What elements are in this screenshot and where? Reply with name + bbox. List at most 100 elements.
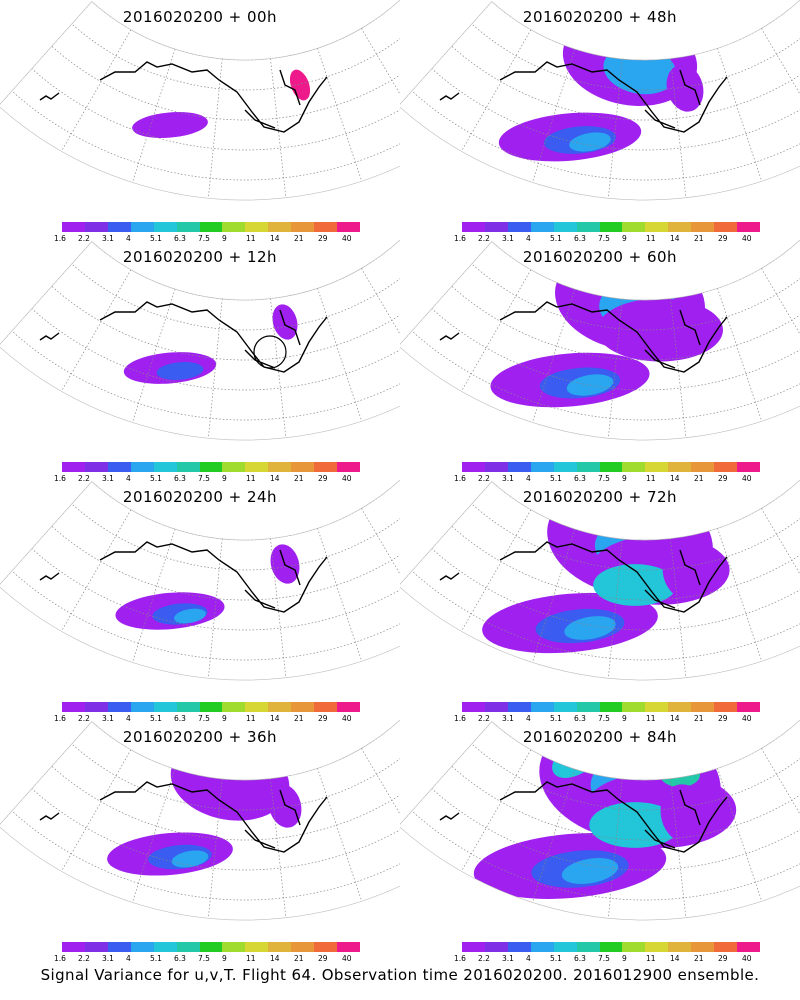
- map-boundary: [0, 240, 400, 441]
- colorbar-swatch: [314, 942, 338, 952]
- colorbar-labels: 1.6 2.2 3.1 4 5.1 6.3 7.5 9 11 14 21 29 40: [54, 234, 366, 244]
- colorbar-swatch: [622, 462, 646, 472]
- highlight-circle: [253, 335, 287, 369]
- colorbar-swatch: [530, 702, 554, 712]
- colorbar-tick-label: 29: [718, 714, 728, 723]
- colorbar-swatch: [462, 942, 485, 952]
- colorbar-tick-label: 7.5: [198, 714, 210, 723]
- polar-map: [400, 720, 800, 921]
- colorbar-tick-label: 9: [622, 234, 627, 243]
- colorbar-tick-label: 7.5: [598, 714, 610, 723]
- polar-map: [0, 480, 400, 681]
- colorbar-tick-label: 6.3: [574, 954, 586, 963]
- colorbar-tick-label: 5.1: [550, 954, 562, 963]
- colorbar-swatch: [599, 222, 623, 232]
- variance-blob: [156, 362, 204, 380]
- colorbar-swatch: [530, 222, 554, 232]
- colorbar-swatch: [153, 702, 177, 712]
- colorbar-tick-label: 14: [270, 714, 280, 723]
- colorbar-swatch: [84, 702, 108, 712]
- colorbar-swatch: [199, 462, 223, 472]
- colorbar-swatch: [668, 222, 692, 232]
- colorbar-swatch: [245, 942, 269, 952]
- colorbar-tick-label: 21: [294, 714, 304, 723]
- colorbar-tick-label: 11: [646, 474, 656, 483]
- colorbar-swatch: [714, 942, 738, 952]
- colorbar-swatch: [130, 942, 154, 952]
- colorbar-tick-label: 40: [742, 474, 752, 483]
- colorbar-tick-label: 40: [342, 234, 352, 243]
- colorbar-tick-label: 2.2: [478, 234, 490, 243]
- colorbar-tick-label: 2.2: [478, 714, 490, 723]
- colorbar-tick-label: 4: [526, 474, 531, 483]
- variance-blob: [660, 784, 710, 844]
- colorbar-tick-label: 9: [622, 474, 627, 483]
- map-panel: 2016020200 + 00h 1.6 2.2 3.1 4 5.1 6.3 7.5 9 11 14…: [0, 0, 400, 243]
- colorbar-tick-label: 4: [526, 234, 531, 243]
- colorbar-tick-label: 29: [318, 954, 328, 963]
- colorbar-swatch: [176, 942, 200, 952]
- colorbar-labels: 1.6 2.2 3.1 4 5.1 6.3 7.5 9 11 14 21 29 40: [454, 474, 766, 484]
- colorbar-swatch: [576, 942, 600, 952]
- map-panel: 2016020200 + 36h 1.6 2.2 3.1 4 5.1 6.3 7.5 9 11 14…: [0, 720, 400, 963]
- variance-blob: [662, 544, 708, 600]
- map-boundary: [400, 720, 800, 921]
- colorbar-tick-label: 21: [694, 954, 704, 963]
- colorbar-tick-label: 6.3: [174, 954, 186, 963]
- panel-title: 2016020200 + 48h: [522, 8, 678, 26]
- colorbar-tick-label: 1.6: [54, 714, 66, 723]
- colorbar-tick-label: 5.1: [150, 954, 162, 963]
- colorbar-tick-label: 4: [126, 234, 131, 243]
- colorbar-labels: 1.6 2.2 3.1 4 5.1 6.3 7.5 9 11 14 21 29 40: [54, 474, 366, 484]
- colorbar-tick-label: 40: [742, 234, 752, 243]
- colorbar-swatch: [507, 702, 531, 712]
- colorbar-swatch: [314, 462, 338, 472]
- colorbar-swatch: [199, 942, 223, 952]
- colorbar-swatch: [337, 222, 360, 232]
- colorbar-swatch: [222, 222, 246, 232]
- colorbar-tick-label: 9: [222, 474, 227, 483]
- colorbar-swatch: [314, 222, 338, 232]
- colorbar-swatch: [530, 942, 554, 952]
- colorbar-tick-label: 2.2: [78, 234, 90, 243]
- map-boundary: [0, 720, 400, 921]
- colorbar-swatch: [737, 702, 760, 712]
- colorbar-swatch: [737, 462, 760, 472]
- colorbar-swatch: [462, 702, 485, 712]
- colorbar-tick-label: 2.2: [78, 954, 90, 963]
- variance-blob: [132, 112, 208, 138]
- colorbar-swatch: [691, 222, 715, 232]
- colorbar-swatch: [737, 222, 760, 232]
- colorbar-swatch: [691, 942, 715, 952]
- variance-field: [115, 544, 300, 630]
- colorbar-tick-label: 29: [718, 234, 728, 243]
- colorbar-tick-label: 14: [670, 714, 680, 723]
- colorbar-swatch: [84, 222, 108, 232]
- colorbar-swatch: [176, 702, 200, 712]
- colorbar-tick-label: 3.1: [102, 714, 114, 723]
- colorbar-swatch: [622, 942, 646, 952]
- colorbar-tick-label: 1.6: [54, 954, 66, 963]
- colorbar-tick-label: 3.1: [102, 234, 114, 243]
- colorbar-swatch: [107, 942, 131, 952]
- colorbar: [62, 702, 360, 712]
- colorbar-swatch: [645, 222, 669, 232]
- colorbar-swatch: [130, 222, 154, 232]
- colorbar-swatch: [737, 942, 760, 952]
- colorbar-tick-label: 1.6: [454, 234, 466, 243]
- colorbar-swatch: [622, 222, 646, 232]
- colorbar-tick-label: 5.1: [550, 234, 562, 243]
- graticule: [0, 720, 400, 919]
- colorbar-tick-label: 1.6: [454, 954, 466, 963]
- colorbar-swatch: [599, 942, 623, 952]
- colorbar-swatch: [645, 702, 669, 712]
- colorbar-swatch: [530, 462, 554, 472]
- variance-blob: [593, 564, 677, 606]
- colorbar-swatch: [622, 702, 646, 712]
- graticule: [0, 480, 400, 679]
- colorbar-swatch: [668, 462, 692, 472]
- colorbar-swatch: [553, 942, 577, 952]
- map-panel: 2016020200 + 24h 1.6 2.2 3.1 4 5.1 6.3 7.5 9 11 14…: [0, 480, 400, 723]
- colorbar-tick-label: 5.1: [550, 474, 562, 483]
- colorbar-swatch: [645, 462, 669, 472]
